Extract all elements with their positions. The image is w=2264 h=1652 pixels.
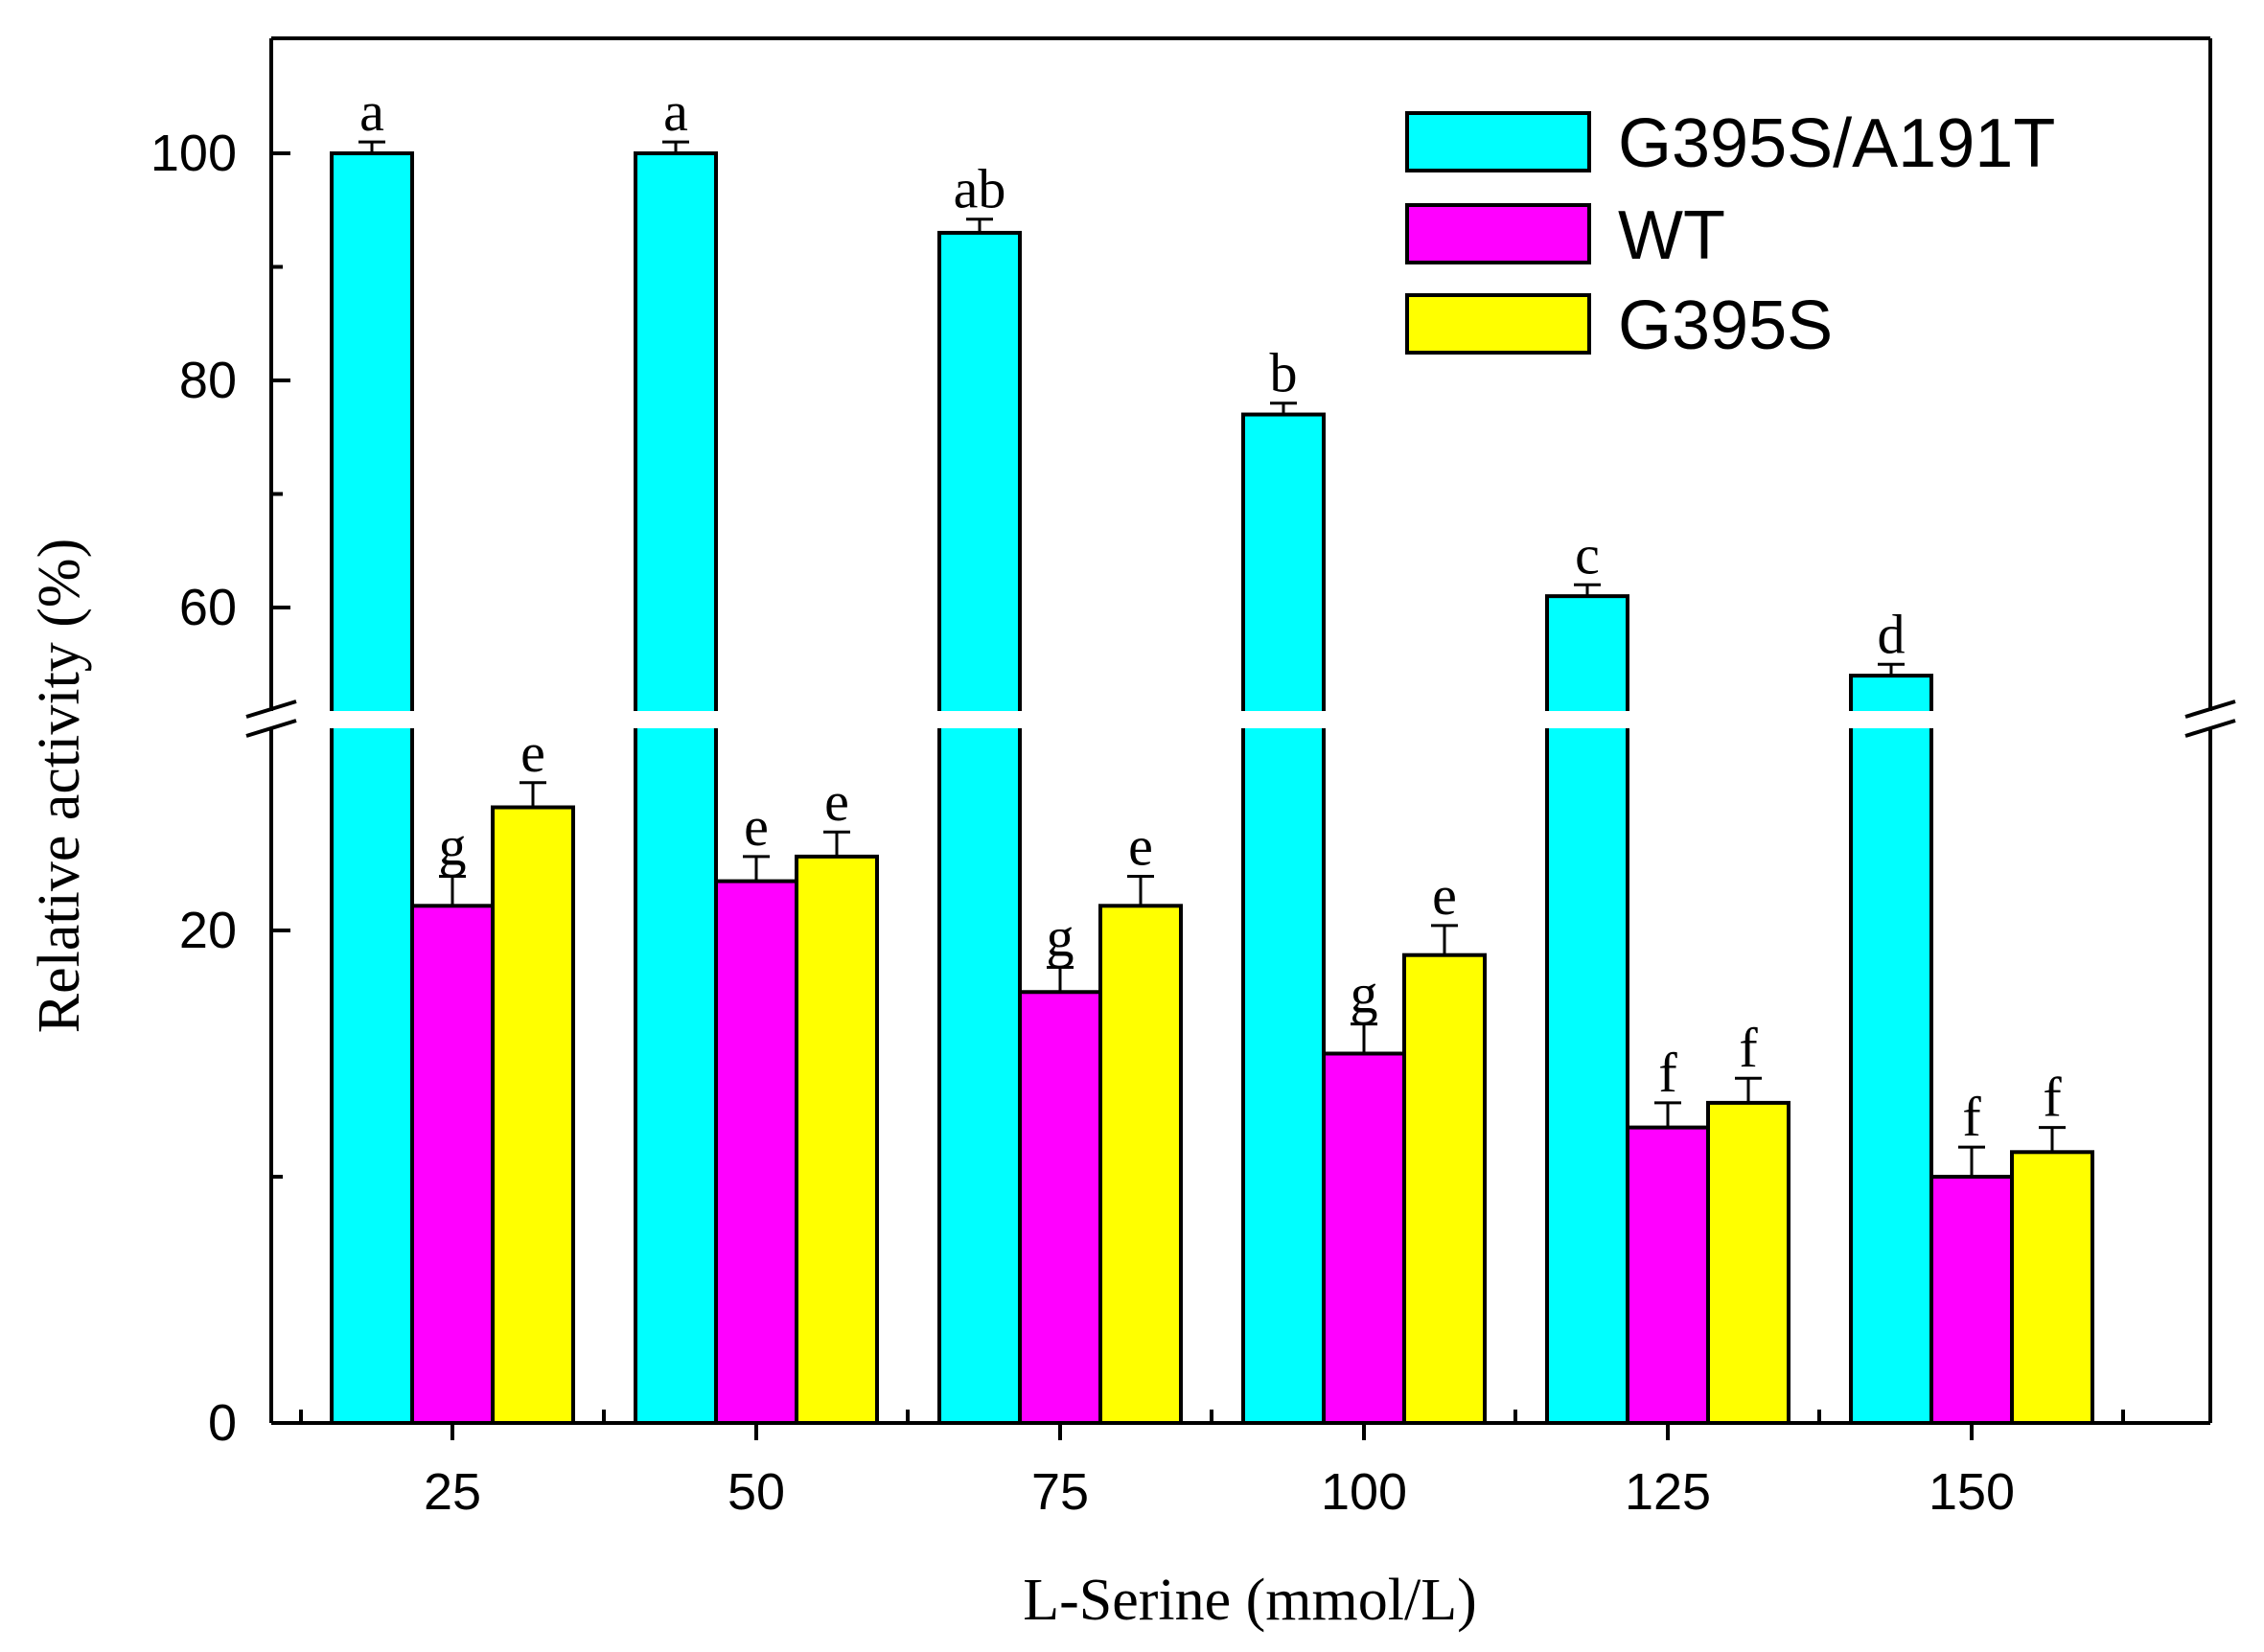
bar [1098,904,1183,1425]
bar [714,879,798,1425]
significance-label: e [1432,864,1457,927]
legend-swatch [1405,293,1591,355]
bar [1018,990,1102,1425]
significance-label: f [1739,1017,1758,1079]
axis-ticks: 100 80 60 20 0 25 50 75 100 125 150 [150,125,2125,1521]
legend-label: G395S/A191T [1618,105,2055,182]
x-tick-label: 25 [424,1463,481,1521]
y-tick-label: 20 [179,902,237,959]
legend-label: WT [1618,197,1725,274]
x-tick-label: 50 [728,1463,785,1521]
break-mark-left [245,700,297,719]
significance-label: g [1047,906,1074,969]
significance-label: f [2043,1067,2062,1129]
significance-label: a [359,80,384,143]
y-tick-label: 100 [150,125,237,182]
significance-label: e [1128,815,1153,877]
legend-swatch [1405,111,1591,172]
bar [1849,674,1933,1425]
bar [1706,1100,1790,1426]
significance-label: f [1962,1086,1981,1148]
significance-label: b [1270,342,1298,404]
bar [1929,1175,2014,1425]
significance-label: d [1878,603,1906,665]
y-tick-label: 0 [208,1394,237,1452]
x-tick-label: 75 [1031,1463,1089,1521]
break-mark-right [2184,719,2236,738]
bar [410,904,495,1425]
axis-break-gap [274,711,2207,728]
y-axis-title: Relative activity (%) [27,539,92,1033]
legend-label: G395S [1618,287,1833,364]
significance-label: c [1575,523,1600,585]
bar [795,854,879,1425]
bar [1402,952,1487,1425]
significance-label: g [1351,963,1378,1025]
significance-label: f [1658,1042,1677,1104]
x-axis-title: L-Serine (mmol/L) [1023,1568,1476,1633]
bar [1322,1051,1406,1425]
bar [330,151,414,1425]
break-mark-right [2184,700,2236,719]
bar [937,230,1022,1426]
bar [491,805,575,1425]
x-tick-label: 100 [1321,1463,1407,1521]
legend: G395S/A191T WT G395S [1405,105,2055,364]
bar [2010,1150,2094,1426]
break-mark-left [245,719,297,738]
significance-label: ab [954,158,1006,220]
bar [634,151,718,1425]
y-tick-label: 60 [179,579,237,636]
bar [1241,412,1326,1425]
significance-label: e [744,795,769,858]
bar [1545,594,1629,1425]
y-tick-label: 80 [179,352,237,409]
bar [1626,1125,1710,1425]
plot-frame [245,36,2236,1425]
x-tick-label: 150 [1929,1463,2015,1521]
significance-label: g [439,815,467,877]
significance-label: e [520,722,545,784]
legend-swatch [1405,203,1591,264]
x-tick-label: 125 [1625,1463,1711,1521]
significance-label: e [824,770,849,833]
significance-label: a [663,80,688,143]
